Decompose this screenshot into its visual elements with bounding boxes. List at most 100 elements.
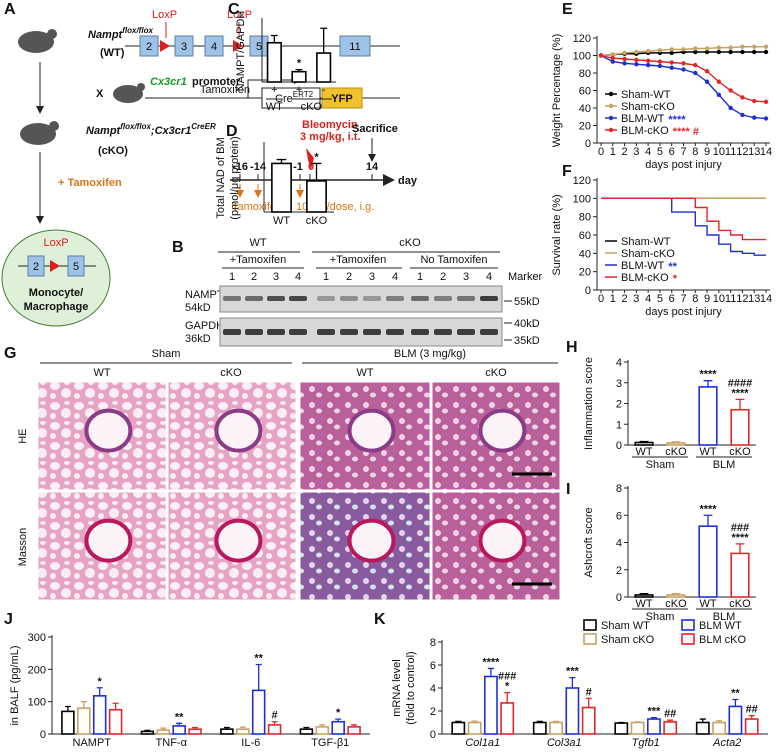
dose-arrows [236, 184, 304, 198]
legend-label: Sham-cKO [621, 248, 675, 260]
significance: #### [728, 377, 752, 389]
point [610, 55, 615, 61]
bar [108, 708, 123, 735]
exon-label: 5 [256, 41, 262, 53]
error-bar [335, 718, 342, 722]
x-tick-label: 1 [610, 146, 616, 158]
error-bar [634, 721, 641, 723]
mouse-icon [47, 29, 57, 39]
x-tick-label: 6 [669, 293, 675, 305]
x-tick-label: WT [699, 446, 716, 458]
point [728, 45, 733, 50]
error-bar [80, 701, 87, 709]
y-tick-label: 3 [616, 378, 622, 390]
bar [299, 728, 314, 735]
bar [630, 721, 645, 735]
significance: *** [647, 706, 661, 718]
bar [266, 41, 282, 83]
x-tick-label: 12 [736, 293, 748, 305]
x-tick-label: NAMPT [73, 737, 112, 749]
error-bar [176, 722, 183, 726]
airway [478, 408, 527, 453]
point [716, 92, 722, 98]
bar [730, 552, 750, 598]
error-bar [311, 162, 322, 181]
y-axis-label: (pmol/μg protein) [229, 136, 241, 219]
y-axis-label: Ashcroft score [583, 507, 595, 577]
point [610, 59, 615, 64]
error-bar [320, 27, 328, 54]
text-part: ERT2 [293, 90, 314, 99]
significance: ** [254, 652, 263, 664]
y-axis-label: NAMPT/GAPDH [235, 11, 247, 92]
point [645, 58, 651, 63]
band [223, 329, 241, 335]
y-tick-label: 8 [430, 637, 436, 649]
blot-group: WT [249, 237, 266, 249]
text-part: Nampt [88, 29, 124, 41]
x-tick-label: WT [273, 215, 290, 227]
point [657, 59, 663, 64]
y-tick-label: 0 [585, 138, 591, 150]
error-bar [553, 720, 560, 723]
error-bar [650, 717, 657, 720]
point [681, 61, 686, 66]
bar [500, 702, 515, 735]
point [693, 62, 698, 68]
significance: ## [664, 708, 676, 720]
text-part: Cre [275, 93, 293, 105]
bar [251, 689, 266, 735]
x-axis-label: days post injury [645, 159, 722, 171]
legend-label: BLM-cKO [621, 272, 669, 284]
error-bar [223, 726, 230, 730]
x-tick-label: TNF-α [156, 737, 188, 749]
yfp-box [321, 87, 363, 109]
error-bar [748, 714, 755, 720]
x-tick-label: 8 [692, 146, 698, 158]
panel-label: H [566, 339, 578, 356]
legend-label: Sham-cKO [621, 101, 675, 113]
y-tick-label: 6 [430, 660, 436, 672]
marker-size: 35kD [514, 335, 540, 347]
x-tick-label: WT [635, 598, 652, 610]
y-tick-label: 120 [573, 175, 591, 187]
x-tick-label: + [271, 84, 277, 96]
error-bar [455, 720, 462, 723]
band [340, 329, 358, 335]
y-tick-label: 2 [616, 399, 622, 411]
panel-label: G [4, 345, 16, 362]
point [610, 52, 615, 57]
exon [339, 35, 371, 57]
y-tick-label: 20 [579, 121, 591, 133]
category-title: Tamoxifen [200, 84, 250, 96]
bar [666, 594, 686, 598]
significance: ## [746, 704, 758, 716]
x-tick-label: 5 [657, 146, 663, 158]
bar [331, 720, 345, 735]
point [716, 45, 722, 50]
exon [174, 35, 194, 57]
point [740, 112, 745, 118]
group-label: WT [266, 101, 283, 113]
series-line [601, 197, 766, 241]
significance: * [505, 681, 510, 693]
x-tick-label: TGF-β1 [311, 737, 349, 749]
point [740, 95, 745, 100]
y-axis-label: Inflammation score [583, 357, 595, 450]
band [317, 329, 335, 335]
histology-column: WT [356, 367, 373, 379]
y-tick-label: 6 [616, 510, 622, 522]
lane-label: 4 [486, 271, 492, 283]
lane-label: 3 [369, 271, 375, 283]
point [693, 70, 698, 76]
error-bar [703, 380, 713, 387]
band [289, 296, 307, 301]
bar [712, 721, 727, 735]
x-tick-label: 13 [748, 293, 760, 305]
lane-label: 1 [229, 271, 235, 283]
group-label: BLM [713, 459, 736, 471]
bar [695, 721, 710, 735]
group-label: Sham [646, 611, 675, 623]
bar [236, 728, 250, 735]
bleomycin-label: Bleomycin [302, 119, 358, 131]
